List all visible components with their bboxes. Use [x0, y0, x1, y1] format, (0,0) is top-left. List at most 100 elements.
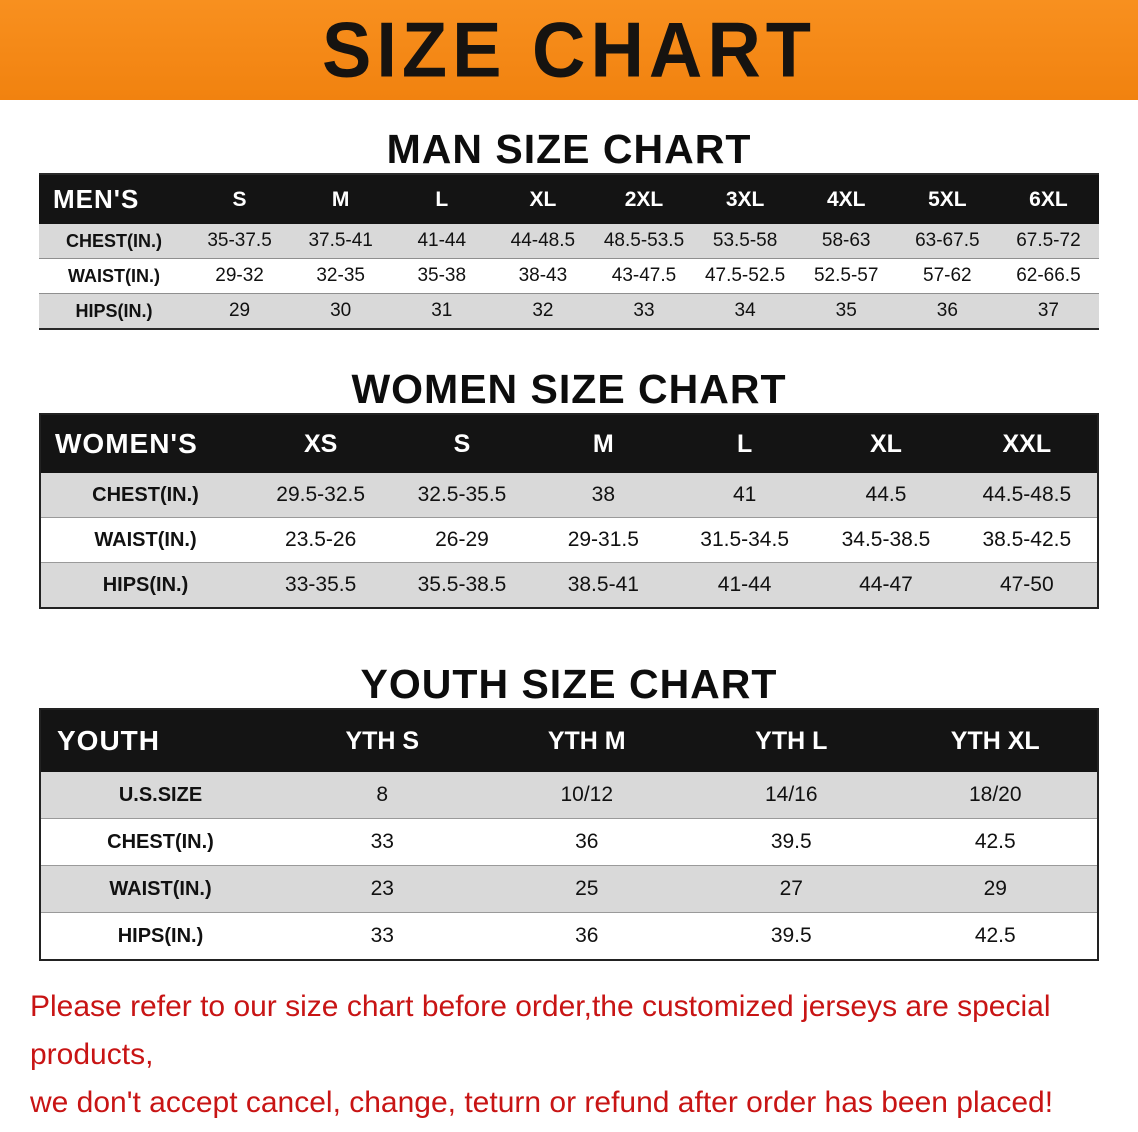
table-cell: 47.5-52.5	[694, 258, 796, 294]
women-table-header-row: WOMEN'S XS S M L XL XXL	[40, 414, 1098, 473]
column-header: M	[532, 414, 674, 473]
table-cell: 26-29	[391, 517, 533, 563]
table-cell: 36	[484, 912, 689, 961]
column-header: XL	[492, 174, 594, 224]
column-header: XXL	[956, 414, 1098, 473]
banner: SIZE CHART	[0, 0, 1138, 100]
table-cell: 35-38	[391, 258, 493, 294]
youth-table-header-row: YOUTH YTH S YTH M YTH L YTH XL	[40, 709, 1098, 772]
table-cell: 57-62	[896, 258, 998, 294]
men-table-title: MEN'S	[39, 174, 189, 224]
table-cell: 32	[492, 293, 594, 330]
table-cell: 58-63	[795, 224, 897, 259]
row-label: CHEST(IN.)	[40, 473, 250, 518]
table-cell: 27	[689, 865, 894, 913]
youth-size-table: YOUTH YTH S YTH M YTH L YTH XL U.S.SIZE …	[39, 708, 1099, 961]
table-row: U.S.SIZE 8 10/12 14/16 18/20	[40, 772, 1098, 819]
table-row: CHEST(IN.) 29.5-32.5 32.5-35.5 38 41 44.…	[40, 473, 1098, 518]
table-cell: 62-66.5	[997, 258, 1099, 294]
table-cell: 32-35	[290, 258, 392, 294]
table-cell: 38.5-41	[532, 562, 674, 609]
table-cell: 39.5	[689, 912, 894, 961]
table-cell: 47-50	[956, 562, 1098, 609]
row-label: CHEST(IN.)	[40, 818, 280, 866]
column-header: 4XL	[795, 174, 897, 224]
table-cell: 31	[391, 293, 493, 330]
table-row: CHEST(IN.) 35-37.5 37.5-41 41-44 44-48.5…	[39, 224, 1099, 259]
table-cell: 29.5-32.5	[250, 473, 392, 518]
column-header: S	[189, 174, 291, 224]
table-cell: 35.5-38.5	[391, 562, 533, 609]
table-cell: 38	[532, 473, 674, 518]
column-header: L	[391, 174, 493, 224]
men-heading: MAN SIZE CHART	[386, 126, 752, 172]
table-cell: 33	[280, 912, 485, 961]
men-table-header-row: MEN'S S M L XL 2XL 3XL 4XL 5XL 6XL	[39, 174, 1099, 224]
women-section: WOMEN SIZE CHART WOMEN'S XS S M L XL XXL…	[0, 366, 1138, 609]
table-cell: 37.5-41	[290, 224, 392, 259]
table-cell: 42.5	[893, 818, 1098, 866]
row-label: WAIST(IN.)	[39, 258, 189, 294]
table-cell: 10/12	[484, 772, 689, 819]
row-label: WAIST(IN.)	[40, 865, 280, 913]
column-header: 2XL	[593, 174, 695, 224]
table-cell: 25	[484, 865, 689, 913]
table-cell: 32.5-35.5	[391, 473, 533, 518]
column-header: YTH S	[280, 709, 485, 772]
row-label: HIPS(IN.)	[40, 562, 250, 609]
table-cell: 34.5-38.5	[815, 517, 957, 563]
table-cell: 44.5	[815, 473, 957, 518]
column-header: 6XL	[997, 174, 1099, 224]
table-cell: 14/16	[689, 772, 894, 819]
column-header: XL	[815, 414, 957, 473]
table-cell: 35-37.5	[189, 224, 291, 259]
youth-heading: YOUTH SIZE CHART	[360, 661, 778, 707]
table-cell: 52.5-57	[795, 258, 897, 294]
table-cell: 44-47	[815, 562, 957, 609]
footer-notice-line1: Please refer to our size chart before or…	[30, 990, 1051, 1071]
table-cell: 35	[795, 293, 897, 330]
footer-notice: Please refer to our size chart before or…	[30, 983, 1108, 1127]
page-title: SIZE CHART	[322, 5, 816, 94]
table-cell: 41	[673, 473, 816, 518]
table-cell: 36	[484, 818, 689, 866]
table-cell: 44-48.5	[492, 224, 594, 259]
table-row: WAIST(IN.) 29-32 32-35 35-38 38-43 43-47…	[39, 258, 1099, 294]
table-cell: 31.5-34.5	[673, 517, 816, 563]
table-cell: 48.5-53.5	[593, 224, 695, 259]
table-cell: 37	[997, 293, 1099, 330]
column-header: L	[673, 414, 816, 473]
table-cell: 43-47.5	[593, 258, 695, 294]
column-header: YTH XL	[893, 709, 1098, 772]
column-header: M	[290, 174, 392, 224]
table-cell: 39.5	[689, 818, 894, 866]
youth-table-title: YOUTH	[40, 709, 280, 772]
table-cell: 42.5	[893, 912, 1098, 961]
men-section: MAN SIZE CHART MEN'S S M L XL 2XL 3XL 4X…	[0, 126, 1138, 330]
table-row: WAIST(IN.) 23.5-26 26-29 29-31.5 31.5-34…	[40, 517, 1098, 563]
table-cell: 8	[280, 772, 485, 819]
table-cell: 34	[694, 293, 796, 330]
column-header: XS	[250, 414, 392, 473]
table-row: WAIST(IN.) 23 25 27 29	[40, 865, 1098, 913]
table-cell: 29-31.5	[532, 517, 674, 563]
men-size-table: MEN'S S M L XL 2XL 3XL 4XL 5XL 6XL CHEST…	[39, 173, 1099, 330]
table-cell: 33-35.5	[250, 562, 392, 609]
row-label: CHEST(IN.)	[39, 224, 189, 259]
table-cell: 44.5-48.5	[956, 473, 1098, 518]
table-cell: 29	[893, 865, 1098, 913]
table-cell: 18/20	[893, 772, 1098, 819]
column-header: YTH L	[689, 709, 894, 772]
table-row: HIPS(IN.) 33-35.5 35.5-38.5 38.5-41 41-4…	[40, 562, 1098, 609]
table-cell: 33	[593, 293, 695, 330]
table-cell: 23.5-26	[250, 517, 392, 563]
table-cell: 29-32	[189, 258, 291, 294]
table-cell: 23	[280, 865, 485, 913]
women-size-table: WOMEN'S XS S M L XL XXL CHEST(IN.) 29.5-…	[39, 413, 1099, 609]
table-row: CHEST(IN.) 33 36 39.5 42.5	[40, 818, 1098, 866]
row-label: WAIST(IN.)	[40, 517, 250, 563]
table-cell: 63-67.5	[896, 224, 998, 259]
youth-section: YOUTH SIZE CHART YOUTH YTH S YTH M YTH L…	[0, 661, 1138, 961]
women-table-title: WOMEN'S	[40, 414, 250, 473]
